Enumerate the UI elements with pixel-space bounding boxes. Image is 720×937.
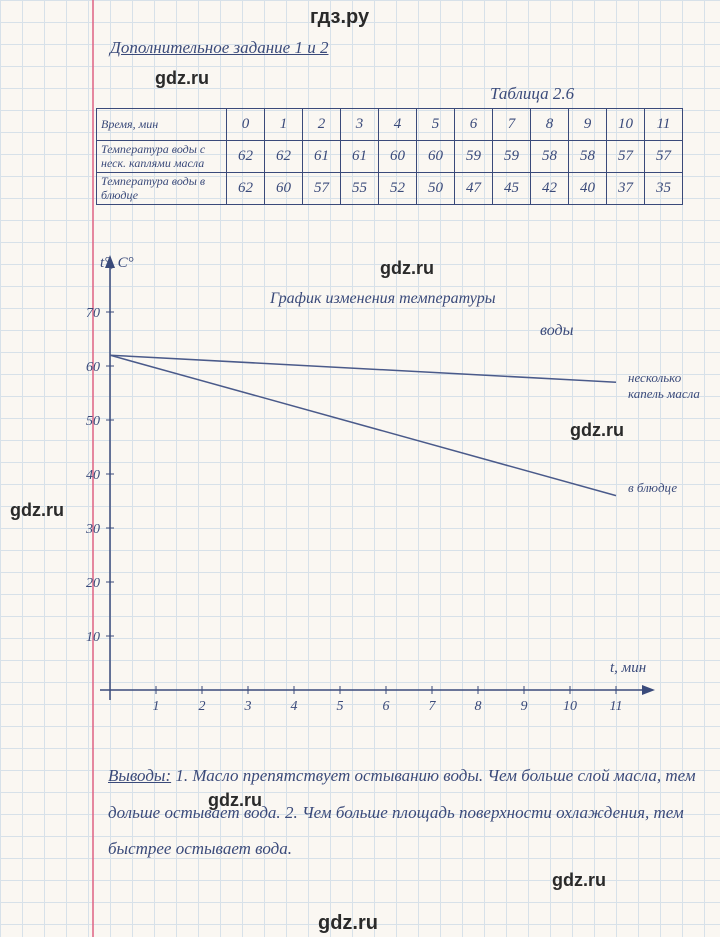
table-cell: 42: [531, 173, 569, 205]
row-label-oil: Температура воды с неск. каплями масла: [97, 141, 227, 173]
table-cell: 5: [417, 109, 455, 141]
table-cell: 61: [303, 141, 341, 173]
table-cell: 61: [341, 141, 379, 173]
table-cell: 47: [455, 173, 493, 205]
table-row: Температура воды в блюдце 62 60 57 55 52…: [97, 173, 683, 205]
table-cell: 3: [341, 109, 379, 141]
table-cell: 8: [531, 109, 569, 141]
x-axis-label: t, мин: [610, 660, 646, 677]
table-cell: 1: [265, 109, 303, 141]
table-cell: 10: [607, 109, 645, 141]
table-row: Температура воды с неск. каплями масла 6…: [97, 141, 683, 173]
table-cell: 58: [531, 141, 569, 173]
table-cell: 57: [303, 173, 341, 205]
table-cell: 60: [265, 173, 303, 205]
series2-label: в блюдце: [628, 480, 677, 496]
table-cell: 62: [265, 141, 303, 173]
table-cell: 50: [417, 173, 455, 205]
table-cell: 0: [227, 109, 265, 141]
table-cell: 59: [493, 141, 531, 173]
watermark-5: gdz.ru: [10, 500, 64, 521]
table-cell: 57: [607, 141, 645, 173]
table-cell: 4: [379, 109, 417, 141]
page: гдз.ру gdz.ru gdz.ru gdz.ru gdz.ru gdz.r…: [0, 0, 720, 937]
table-cell: 59: [455, 141, 493, 173]
table-cell: 2: [303, 109, 341, 141]
table-cell: 7: [493, 109, 531, 141]
assignment-title: Дополнительное задание 1 и 2: [110, 38, 328, 58]
data-table: Время, мин 0 1 2 3 4 5 6 7 8 9 10 11 Тем…: [96, 108, 683, 205]
table-cell: 35: [645, 173, 683, 205]
row-label-time: Время, мин: [97, 109, 227, 141]
table-cell: 60: [417, 141, 455, 173]
watermark-7: gdz.ru: [552, 870, 606, 891]
table-cell: 57: [645, 141, 683, 173]
table-cell: 9: [569, 109, 607, 141]
margin-line: [92, 0, 94, 937]
table-cell: 52: [379, 173, 417, 205]
row-label-saucer: Температура воды в блюдце: [97, 173, 227, 205]
watermark-3: gdz.ru: [380, 258, 434, 279]
table-cell: 62: [227, 173, 265, 205]
watermark-bottom: gdz.ru: [318, 912, 378, 935]
table-cell: 45: [493, 173, 531, 205]
table-cell: 40: [569, 173, 607, 205]
table-row: Время, мин 0 1 2 3 4 5 6 7 8 9 10 11: [97, 109, 683, 141]
table-cell: 62: [227, 141, 265, 173]
y-axis-label: t°, C°: [100, 255, 134, 272]
conclusion-label: Выводы:: [108, 766, 171, 785]
series1-label: несколько капель масла: [628, 370, 708, 401]
chart-title-2: воды: [540, 322, 573, 340]
watermark-2: gdz.ru: [155, 68, 209, 89]
table-cell: 37: [607, 173, 645, 205]
table-cell: 58: [569, 141, 607, 173]
table-cell: 11: [645, 109, 683, 141]
table-caption: Таблица 2.6: [490, 84, 574, 104]
table-cell: 55: [341, 173, 379, 205]
conclusion-block: Выводы: 1. Масло препятствует остыванию …: [108, 758, 708, 868]
chart-title-1: График изменения температуры: [270, 290, 496, 308]
watermark-4: gdz.ru: [570, 420, 624, 441]
table-cell: 60: [379, 141, 417, 173]
watermark-top: гдз.ру: [310, 6, 369, 29]
table-cell: 6: [455, 109, 493, 141]
